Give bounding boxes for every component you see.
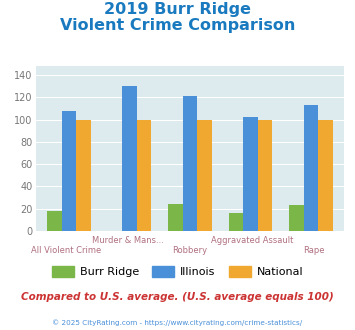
Text: Rape: Rape [303,246,324,255]
Bar [258,119,272,231]
Text: Robbery: Robbery [173,246,207,255]
Text: Murder & Mans...: Murder & Mans... [92,236,164,245]
Bar [289,205,304,231]
Bar [137,119,151,231]
Bar [304,105,318,231]
Bar [183,96,197,231]
Bar [61,111,76,231]
Bar [197,119,212,231]
Text: © 2025 CityRating.com - https://www.cityrating.com/crime-statistics/: © 2025 CityRating.com - https://www.city… [53,319,302,326]
Bar [318,119,333,231]
Text: All Violent Crime: All Violent Crime [31,246,102,255]
Bar [47,211,61,231]
Bar [243,117,258,231]
Text: 2019 Burr Ridge: 2019 Burr Ridge [104,2,251,16]
Bar [76,119,91,231]
Text: Violent Crime Comparison: Violent Crime Comparison [60,18,295,33]
Bar [229,213,243,231]
Text: Compared to U.S. average. (U.S. average equals 100): Compared to U.S. average. (U.S. average … [21,292,334,302]
Text: Aggravated Assault: Aggravated Assault [211,236,293,245]
Bar [122,86,137,231]
Legend: Burr Ridge, Illinois, National: Burr Ridge, Illinois, National [48,261,307,281]
Bar [168,204,183,231]
